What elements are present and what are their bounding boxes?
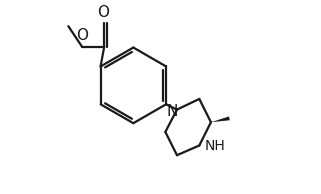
Text: N: N	[167, 104, 178, 119]
Text: NH: NH	[205, 139, 226, 152]
Text: O: O	[76, 28, 88, 43]
Text: O: O	[97, 5, 109, 20]
Polygon shape	[211, 116, 230, 122]
